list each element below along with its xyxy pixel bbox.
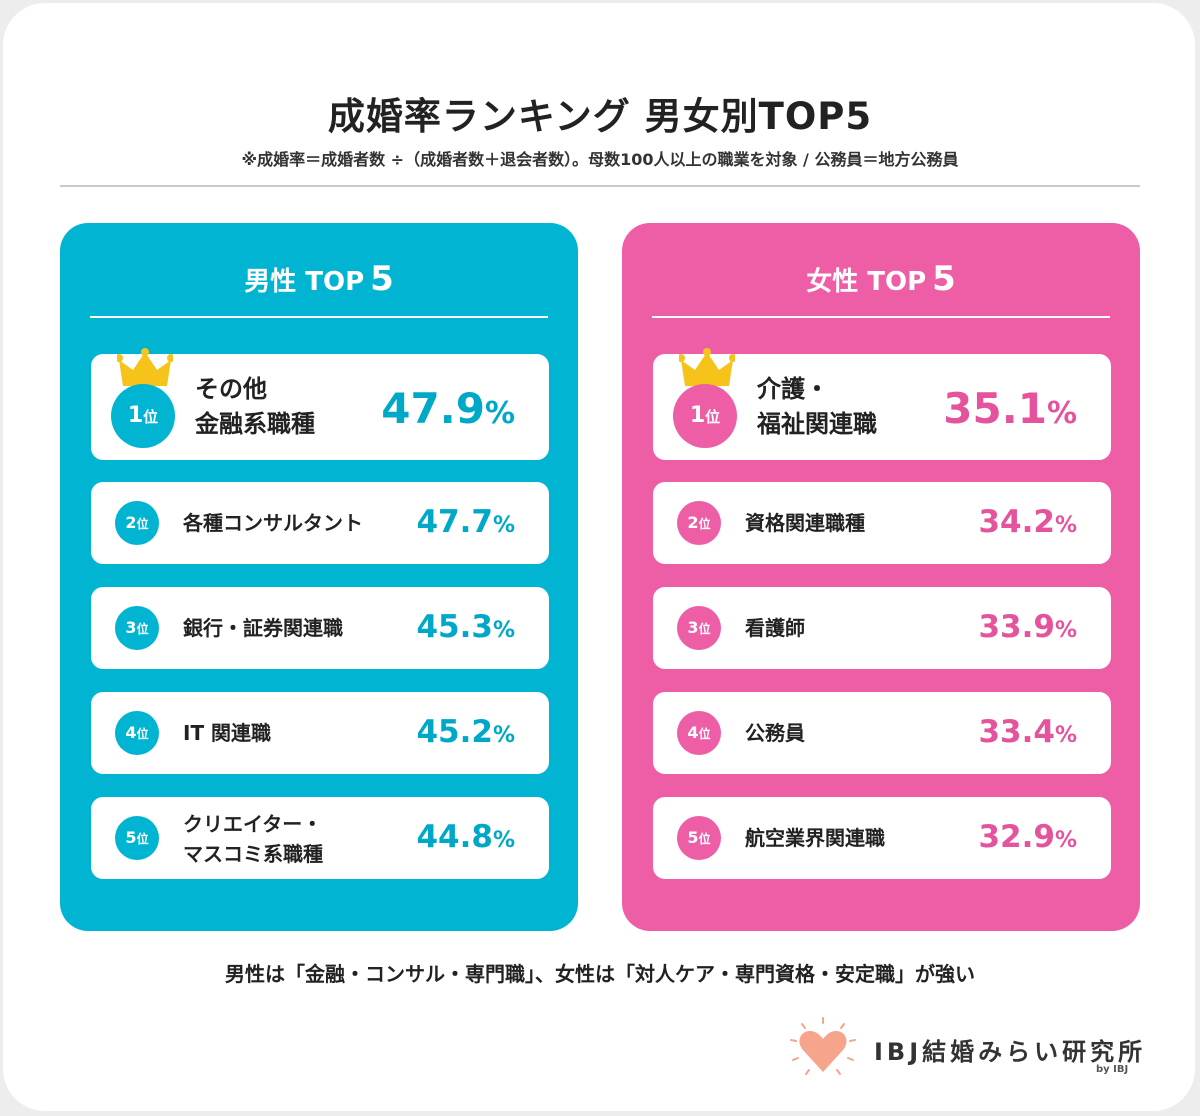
marriage-rate-value: 32.9% [978,819,1077,855]
marriage-rate-value: 33.4% [978,714,1077,750]
rank-badge: 2位 [115,501,159,545]
occupation-label: IT 関連職 [183,721,272,745]
ibj-logo: IBJ結婚みらい研究所 by IBJ [788,1016,1148,1086]
female-heading-divider [652,316,1110,318]
male-rank-5-row: 5位 クリエイター・ マスコミ系職種 44.8% [91,797,549,879]
female-rank-1-row: 1位 介護・ 福祉関連職 35.1% [653,348,1111,460]
rank-badge: 2位 [677,501,721,545]
marriage-rate-value: 34.2% [978,504,1077,540]
marriage-rate-value: 35.1% [943,384,1077,433]
logo-by-ibj: by IBJ [1096,1064,1129,1075]
occupation-label: 各種コンサルタント [183,511,363,535]
rank-badge: 4位 [115,711,159,755]
occupation-label: クリエイター・ マスコミ系職種 [183,812,323,866]
rank-badge: 1位 [673,384,737,448]
occupation-label: 公務員 [745,721,805,745]
logo-name: IBJ結婚みらい研究所 [874,1038,1147,1066]
heart-icon [790,1017,856,1075]
summary-caption: 男性は「金融・コンサル・専門職」、女性は「対人ケア・専門資格・安定職」が強い [225,962,975,986]
male-rank-2-row: 2位 各種コンサルタント 47.7% [91,482,549,564]
marriage-rate-value: 45.2% [416,714,515,750]
occupation-label: その他 金融系職種 [195,375,315,438]
female-heading-number: 5 [932,259,956,299]
marriage-rate-value: 47.9% [381,384,515,433]
rank-badge: 3位 [115,606,159,650]
rank-badge: 5位 [115,816,159,860]
crown-icon [679,348,735,386]
marriage-rate-value: 47.7% [416,504,515,540]
female-rank-5-row: 5位 航空業界関連職 32.9% [653,797,1111,879]
female-rank-4-row: 4位 公務員 33.4% [653,692,1111,774]
marriage-rate-value: 45.3% [416,609,515,645]
male-rank-3-row: 3位 銀行・証券関連職 45.3% [91,587,549,669]
page-title: 成婚率ランキング 男女別TOP5 [327,95,873,138]
marriage-rate-value: 44.8% [416,819,515,855]
male-rank-4-row: 4位 IT 関連職 45.2% [91,692,549,774]
rank-badge: 3位 [677,606,721,650]
female-panel: 女性 TOP 5 1位 介護・ 福祉関連職 35.1% 2位 資格関連職種 34.2… [622,223,1140,931]
rank-badge: 1位 [111,384,175,448]
female-rank-2-row: 2位 資格関連職種 34.2% [653,482,1111,564]
female-heading-label: 女性 TOP [806,267,927,297]
title-divider [60,185,1140,187]
male-panel: 男性 TOP 5 1位 その他 金融系職種 47.9% 2位 各種コンサルタント 4… [60,223,578,931]
occupation-label: 銀行・証券関連職 [183,616,343,640]
male-heading-label: 男性 TOP [244,267,365,297]
male-rank-1-row: 1位 その他 金融系職種 47.9% [91,348,549,460]
male-heading-divider [90,316,548,318]
occupation-label: 介護・ 福祉関連職 [757,375,877,438]
male-heading-number: 5 [370,259,394,299]
page-subtitle: ※成婚率＝成婚者数 ÷（成婚者数＋退会者数）。母数100人以上の職業を対象 / … [241,150,959,169]
female-rank-3-row: 3位 看護師 33.9% [653,587,1111,669]
marriage-rate-value: 33.9% [978,609,1077,645]
female-panel-heading: 女性 TOP 5 [622,261,1140,300]
occupation-label: 看護師 [745,616,805,640]
rank-badge: 5位 [677,816,721,860]
crown-icon [117,348,173,386]
occupation-label: 資格関連職種 [745,511,865,535]
occupation-label: 航空業界関連職 [745,826,885,850]
male-panel-heading: 男性 TOP 5 [60,261,578,300]
rank-badge: 4位 [677,711,721,755]
